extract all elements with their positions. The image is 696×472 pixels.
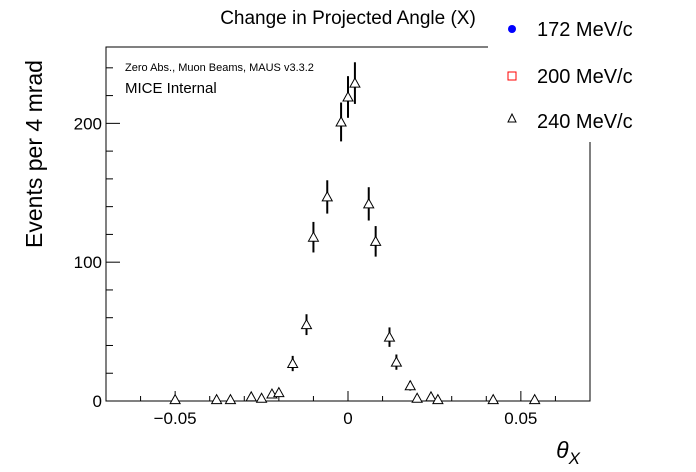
data-point	[210, 393, 223, 405]
x-tick-label: 0	[343, 409, 352, 428]
data-point	[169, 393, 181, 405]
y-tick-label: 100	[74, 253, 102, 272]
data-point	[404, 379, 417, 391]
data-point	[307, 221, 320, 253]
legend-label-172: 172 MeV/c	[537, 19, 633, 41]
marker-triangle	[255, 392, 268, 403]
y-axis-label: Events per 4 mrad	[21, 60, 47, 248]
marker-triangle	[321, 190, 334, 202]
marker-triangle	[245, 390, 258, 402]
annotation-version: Zero Abs., Muon Beams, MAUS v3.3.2	[125, 62, 314, 74]
tick-labels: −0.05 0 0.05 0 100 200	[74, 114, 538, 428]
marker-triangle	[210, 393, 223, 405]
data-point	[273, 386, 285, 398]
x-tick-label: −0.05	[154, 409, 197, 428]
data-points	[169, 62, 541, 405]
marker-triangle	[300, 318, 313, 330]
x-axis-label-sub: X	[568, 449, 581, 468]
marker-triangle	[383, 331, 396, 342]
marker-triangle	[335, 115, 347, 127]
data-point	[300, 314, 313, 336]
data-point	[411, 392, 423, 403]
marker-triangle	[307, 231, 320, 242]
marker-triangle	[425, 390, 437, 402]
data-point	[321, 180, 334, 214]
marker-triangle	[169, 393, 181, 405]
data-point	[487, 393, 500, 405]
data-point	[245, 390, 258, 402]
data-point	[362, 187, 375, 221]
marker-triangle	[342, 90, 354, 102]
marker-triangle	[390, 356, 403, 367]
legend-box	[488, 0, 696, 142]
legend: 172 MeV/c 200 MeV/c 240 MeV/c	[488, 0, 696, 142]
legend-marker-200	[507, 71, 517, 81]
marker-triangle	[411, 392, 423, 403]
marker-triangle	[224, 393, 237, 405]
marker-triangle	[369, 235, 382, 246]
y-tick-label: 200	[74, 114, 102, 133]
data-point	[383, 327, 396, 347]
marker-triangle	[528, 393, 541, 405]
data-point	[528, 393, 541, 405]
annotation-internal: MICE Internal	[125, 80, 217, 97]
marker-triangle	[404, 379, 417, 391]
data-point	[342, 76, 354, 118]
marker-triangle	[349, 77, 361, 88]
marker-triangle	[432, 393, 444, 405]
x-axis-label: θX	[556, 437, 580, 468]
data-point	[255, 392, 268, 403]
marker-triangle	[286, 357, 299, 369]
data-point	[335, 102, 347, 142]
legend-label-200: 200 MeV/c	[537, 66, 633, 88]
legend-label-240: 240 MeV/c	[537, 111, 633, 133]
x-axis-label-theta: θ	[556, 437, 569, 463]
marker-triangle	[487, 393, 500, 405]
data-point	[432, 393, 444, 405]
data-point	[224, 393, 237, 405]
x-tick-label: 0.05	[504, 409, 537, 428]
marker-triangle	[273, 386, 285, 398]
data-point	[369, 226, 382, 257]
data-point	[349, 62, 361, 104]
data-point	[390, 354, 403, 370]
data-point	[425, 390, 437, 402]
chart-title: Change in Projected Angle (X)	[220, 8, 476, 29]
y-tick-label: 0	[93, 392, 102, 411]
legend-marker-240	[507, 112, 517, 123]
data-point	[286, 355, 299, 372]
legend-marker-172	[508, 25, 516, 33]
marker-triangle	[362, 197, 375, 209]
